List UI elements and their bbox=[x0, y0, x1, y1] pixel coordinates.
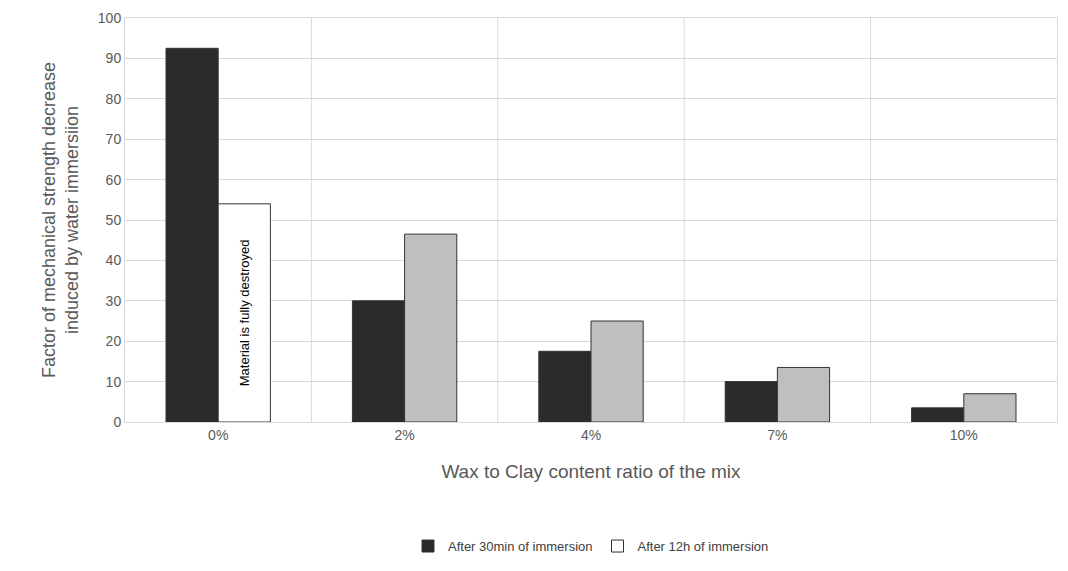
svg-text:After 30min of immersion: After 30min of immersion bbox=[448, 539, 593, 554]
svg-text:After 12h of immersion: After 12h of immersion bbox=[638, 539, 769, 554]
svg-text:40: 40 bbox=[106, 252, 122, 268]
svg-text:60: 60 bbox=[106, 172, 122, 188]
svg-text:Wax to Clay content ratio of t: Wax to Clay content ratio of the mix bbox=[441, 461, 741, 482]
svg-text:10: 10 bbox=[106, 374, 122, 390]
svg-text:0: 0 bbox=[113, 414, 121, 430]
svg-text:20: 20 bbox=[106, 333, 122, 349]
svg-text:10%: 10% bbox=[950, 427, 978, 443]
svg-text:80: 80 bbox=[106, 91, 122, 107]
svg-text:70: 70 bbox=[106, 131, 122, 147]
svg-text:2%: 2% bbox=[394, 427, 414, 443]
svg-text:Material is fully destroyed: Material is fully destroyed bbox=[237, 240, 252, 387]
svg-text:90: 90 bbox=[106, 50, 122, 66]
svg-text:30: 30 bbox=[106, 293, 122, 309]
svg-text:Factor of mechanical strength: Factor of mechanical strength decreasein… bbox=[39, 62, 82, 378]
svg-text:50: 50 bbox=[106, 212, 122, 228]
svg-text:100: 100 bbox=[98, 10, 122, 26]
svg-text:4%: 4% bbox=[581, 427, 601, 443]
svg-text:7%: 7% bbox=[767, 427, 787, 443]
svg-text:0%: 0% bbox=[208, 427, 228, 443]
